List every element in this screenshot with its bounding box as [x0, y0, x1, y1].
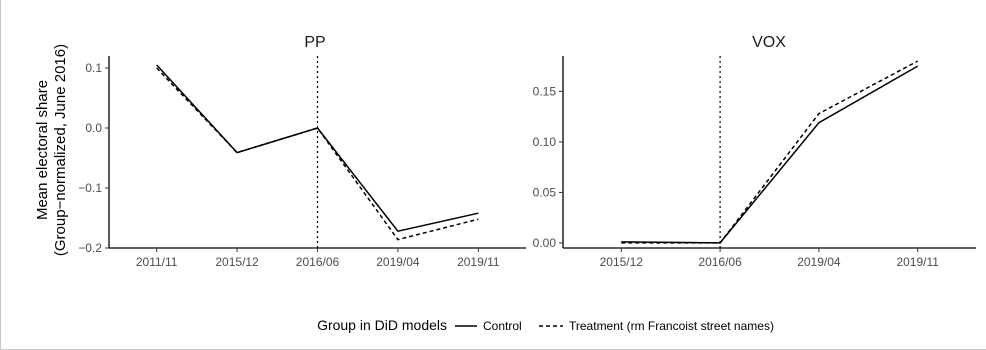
y-ticks-vox: 0.15 0.10 0.05 0.00: [533, 56, 564, 250]
series-line-treatment: [156, 67, 479, 241]
panel-vox: VOX 0.15 0.10 0.05 0.00 2015/12 2016/06 2019/…: [533, 34, 976, 269]
y-tick-label: −0.2: [78, 241, 102, 255]
y-tick-label: 0.0: [85, 121, 102, 135]
x-ticks-pp: 2011/11 2015/12 2016/06 2019/04 2019/11: [109, 247, 526, 269]
x-tick-label: 2016/06: [698, 255, 742, 269]
y-ticks-pp: 0.1 0.0 −0.1 −0.2: [78, 56, 110, 255]
x-tick-label: 2015/12: [600, 255, 644, 269]
x-ticks-vox: 2015/12 2016/06 2019/04 2019/11: [563, 247, 976, 269]
series-line-control: [621, 65, 919, 244]
legend-label-treatment: Treatment (rm Francoist street names): [569, 319, 774, 333]
series-pp: [156, 56, 479, 248]
x-tick-label: 2019/04: [797, 255, 841, 269]
series-vox: [621, 56, 919, 248]
y-axis-title-line2: (Group−normalized, June 2016): [52, 44, 69, 256]
legend-title: Group in DiD models: [317, 317, 447, 333]
y-tick-label: 0.05: [533, 185, 557, 199]
y-tick-label: −0.1: [78, 181, 102, 195]
x-tick-label: 2011/11: [136, 255, 178, 269]
legend-label-control: Control: [483, 319, 522, 333]
panel-title-vox: VOX: [752, 34, 786, 51]
x-tick-label: 2019/11: [457, 255, 500, 269]
x-tick-label: 2016/06: [296, 255, 340, 269]
y-axis-title: Mean electoral share (Group−normalized, …: [34, 44, 69, 256]
y-tick-label: 0.1: [85, 61, 102, 75]
x-tick-label: 2015/12: [215, 255, 259, 269]
series-line-treatment: [621, 60, 919, 244]
panel-title-pp: PP: [304, 34, 325, 51]
y-tick-label: 0.00: [533, 236, 557, 250]
y-axis-title-line1: Mean electoral share: [34, 80, 51, 220]
x-tick-label: 2019/04: [376, 255, 420, 269]
y-tick-label: 0.10: [533, 135, 557, 149]
x-tick-label: 2019/11: [896, 255, 939, 269]
panel-pp: PP 0.10.0−0.1−0.2 2011/11 2015/12 2016/06 2…: [78, 34, 526, 269]
legend: Group in DiD models Control Treatment (r…: [317, 317, 774, 333]
y-tick-label: 0.15: [533, 84, 557, 98]
